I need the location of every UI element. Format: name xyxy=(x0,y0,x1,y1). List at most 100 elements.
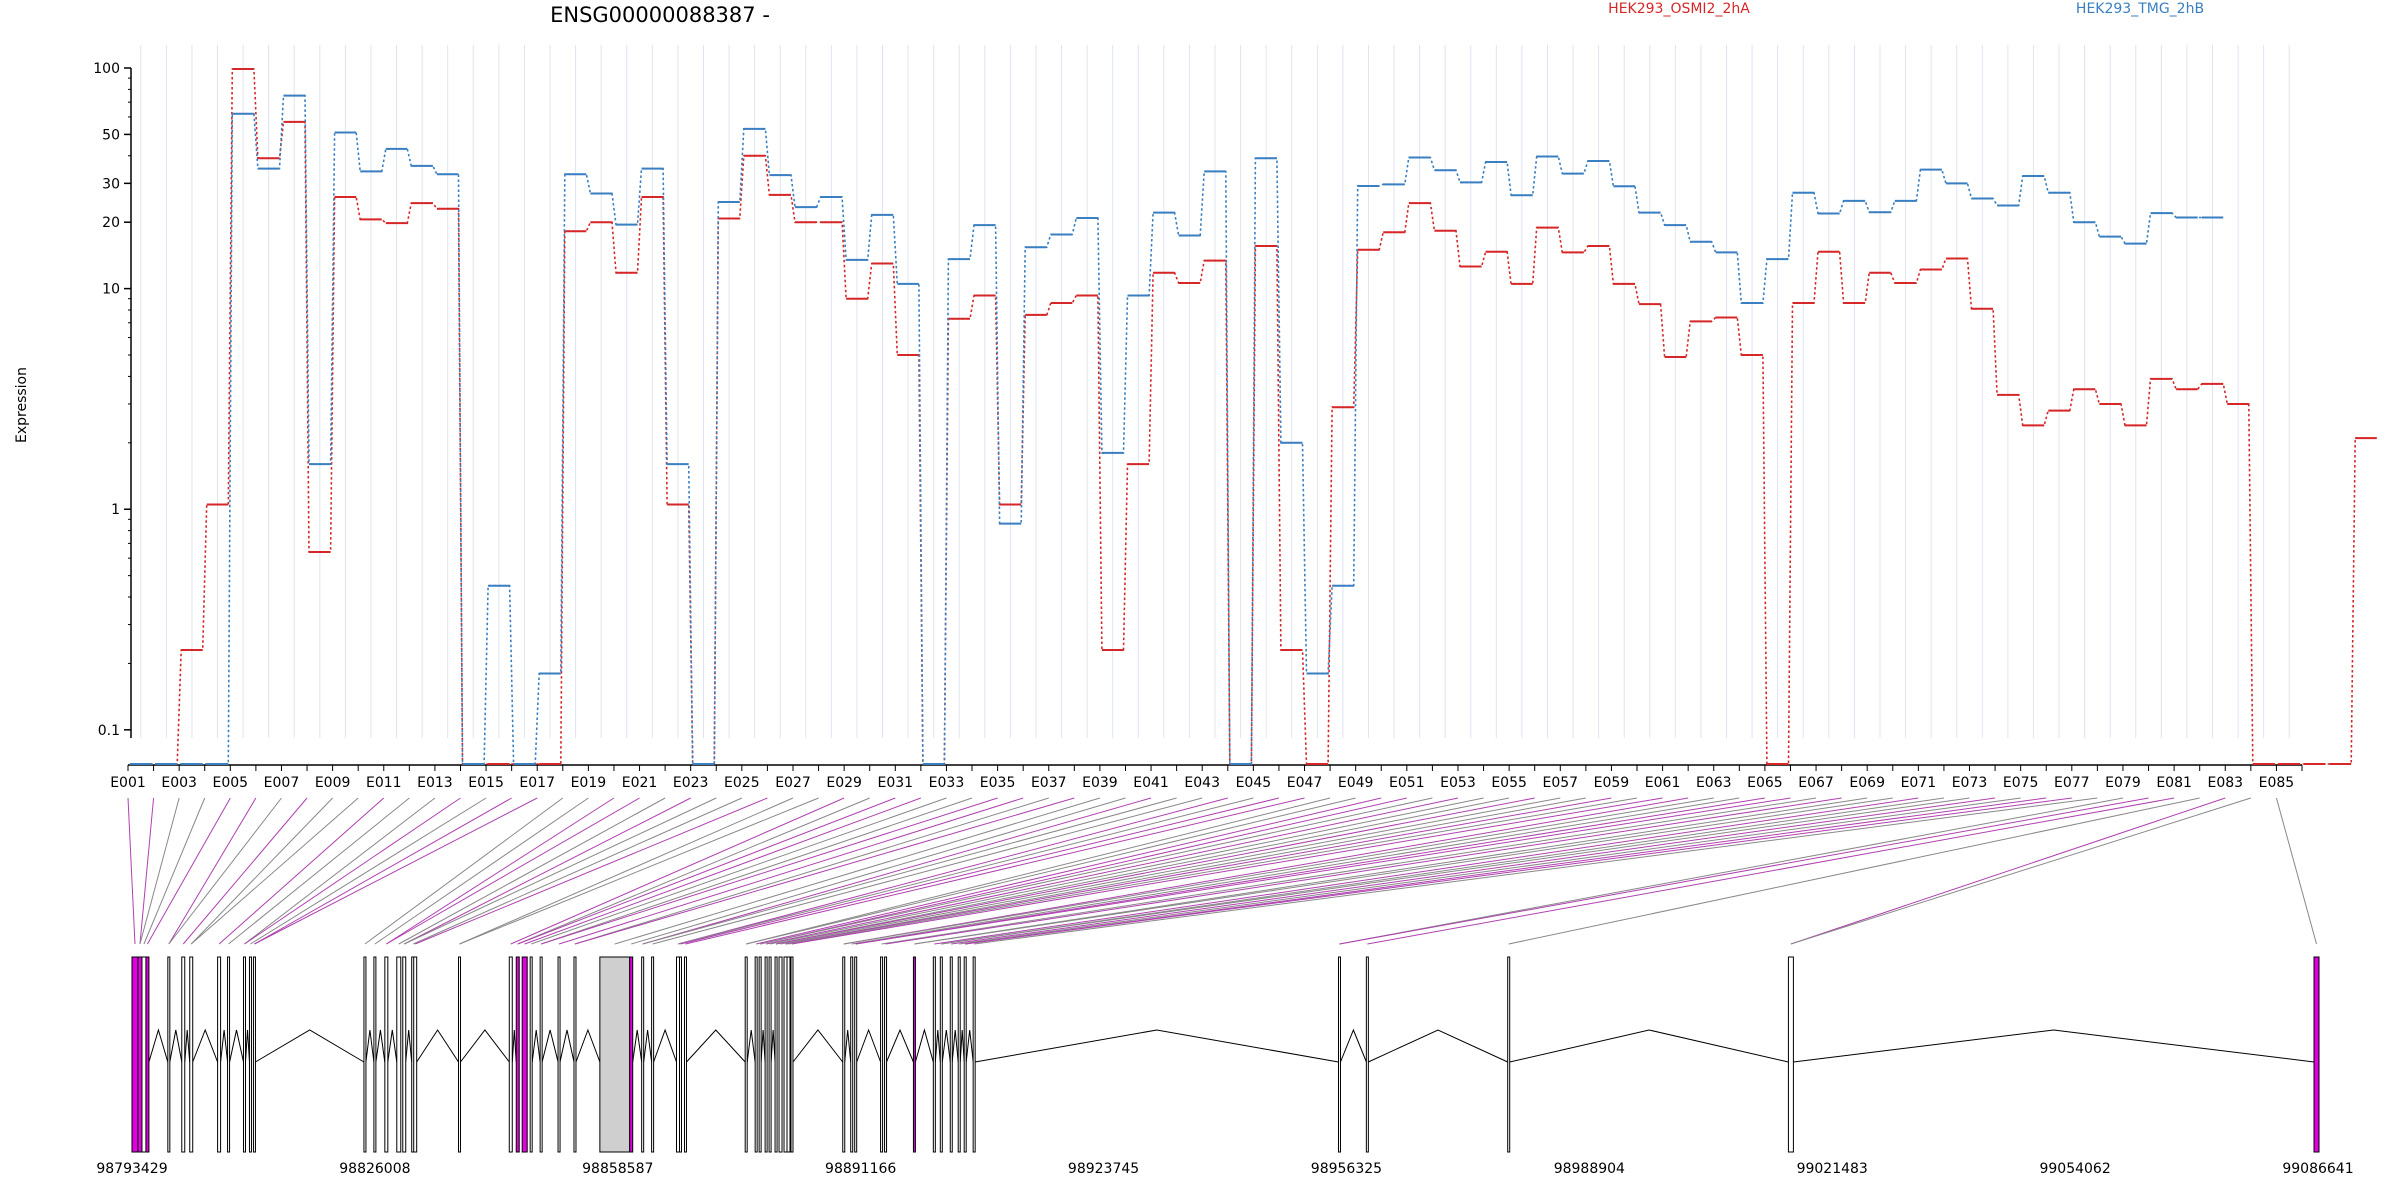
exon-block xyxy=(227,956,231,1153)
exon-block xyxy=(1507,956,1511,1153)
x-tick-label: E017 xyxy=(519,775,555,791)
x-tick-label: E069 xyxy=(1849,775,1885,791)
connector-line xyxy=(413,797,743,945)
connector-line xyxy=(524,797,922,945)
intron-line xyxy=(643,1029,653,1063)
intron-line xyxy=(959,1029,965,1063)
intron-line xyxy=(365,1029,375,1063)
exon-block xyxy=(2313,956,2320,1153)
connector-line xyxy=(250,797,487,945)
exon-block xyxy=(396,956,402,1153)
x-tick-label: E079 xyxy=(2105,775,2141,791)
connector-line xyxy=(631,797,1126,945)
connector-line xyxy=(139,797,155,945)
exon-block xyxy=(629,956,634,1153)
intron-line xyxy=(1340,1028,1367,1063)
intron-line xyxy=(856,1028,882,1063)
connector-line xyxy=(510,797,845,945)
x-tick-label: E077 xyxy=(2054,775,2090,791)
connector-line xyxy=(652,797,1203,945)
exon-block xyxy=(957,956,961,1153)
exon-block xyxy=(778,956,783,1153)
connector-line xyxy=(843,797,1689,945)
connector-line xyxy=(965,797,2047,945)
connector-line xyxy=(404,797,717,945)
exon-block xyxy=(786,956,791,1153)
exon-block xyxy=(963,956,967,1153)
exon-block xyxy=(248,956,252,1153)
intron-line xyxy=(951,1029,959,1063)
genome-tick-label: 98956325 xyxy=(1311,1161,1382,1177)
intron-line xyxy=(1368,1029,1508,1063)
x-tick-label: E037 xyxy=(1031,775,1067,791)
x-tick-label: E025 xyxy=(724,775,760,791)
connector-line xyxy=(127,797,136,945)
genome-tick-label: 98826008 xyxy=(339,1161,410,1177)
intron-line xyxy=(965,1029,974,1063)
intron-line xyxy=(760,1029,766,1063)
x-tick-label: E023 xyxy=(673,775,709,791)
connector-line xyxy=(1367,797,2175,945)
connector-line xyxy=(540,797,973,945)
connector-line xyxy=(374,797,589,945)
exon-block xyxy=(167,956,171,1153)
x-tick-label: E085 xyxy=(2259,775,2295,791)
intron-line xyxy=(653,1028,677,1063)
connector-line xyxy=(415,797,768,945)
connector-line xyxy=(642,797,1152,945)
y-tick-label: 30 xyxy=(102,176,120,192)
intron-line xyxy=(914,1028,934,1063)
intron-line xyxy=(886,1028,914,1063)
exon-connector-lines xyxy=(127,797,2317,945)
connector-line xyxy=(574,797,1075,945)
connector-line xyxy=(540,797,998,945)
x-tick-label: E067 xyxy=(1798,775,1834,791)
intron-line xyxy=(792,1029,844,1063)
connector-line xyxy=(746,797,1331,945)
x-tick-label: E063 xyxy=(1696,775,1732,791)
x-tick-label: E039 xyxy=(1082,775,1118,791)
x-tick-label: E073 xyxy=(1952,775,1988,791)
connector-line xyxy=(228,797,410,945)
legend-item-osmi2: HEK293_OSMI2_2hA xyxy=(1608,1,1750,17)
x-tick-label: E003 xyxy=(161,775,197,791)
x-tick-label: E035 xyxy=(980,775,1016,791)
connector-line xyxy=(765,797,1459,945)
exon-block xyxy=(217,956,222,1153)
series-line-osmi2 xyxy=(130,68,2377,765)
connector-line xyxy=(244,797,436,945)
exon-block xyxy=(515,956,520,1153)
x-tick-label: E001 xyxy=(110,775,146,791)
connector-line xyxy=(769,797,1484,945)
x-tick-label: E021 xyxy=(622,775,658,791)
intron-line xyxy=(255,1029,365,1063)
connector-line xyxy=(1790,797,2251,945)
intron-line xyxy=(375,1029,386,1063)
x-tick-label: E053 xyxy=(1440,775,1476,791)
connector-line xyxy=(760,797,1407,945)
exon-block xyxy=(1365,956,1369,1153)
intron-line xyxy=(541,1029,559,1063)
x-tick-label: E083 xyxy=(2207,775,2243,791)
connector-line xyxy=(785,797,1586,945)
exon-block xyxy=(764,956,768,1153)
exon-block xyxy=(189,956,194,1153)
genome-tick-label: 98923745 xyxy=(1068,1161,1139,1177)
genome-coordinate-axis: 98793429 98826008 98858587 98891166 98923745… xyxy=(96,1161,2353,1177)
x-tick-label: E051 xyxy=(1389,775,1425,791)
intron-line xyxy=(460,1029,510,1063)
exon-block xyxy=(790,956,794,1153)
intron-line xyxy=(941,1029,951,1063)
intron-line xyxy=(559,1029,575,1063)
connector-line xyxy=(244,797,461,945)
connector-line xyxy=(364,797,564,945)
y-tick-label: 100 xyxy=(93,61,120,77)
exon-block xyxy=(850,956,854,1153)
exon-block xyxy=(242,956,246,1153)
connector-line xyxy=(614,797,1101,945)
exon-block xyxy=(884,956,888,1153)
connector-line xyxy=(965,797,2072,945)
series-line-tmg xyxy=(130,94,2224,765)
exon-block xyxy=(842,956,846,1153)
exon-block xyxy=(529,956,533,1153)
